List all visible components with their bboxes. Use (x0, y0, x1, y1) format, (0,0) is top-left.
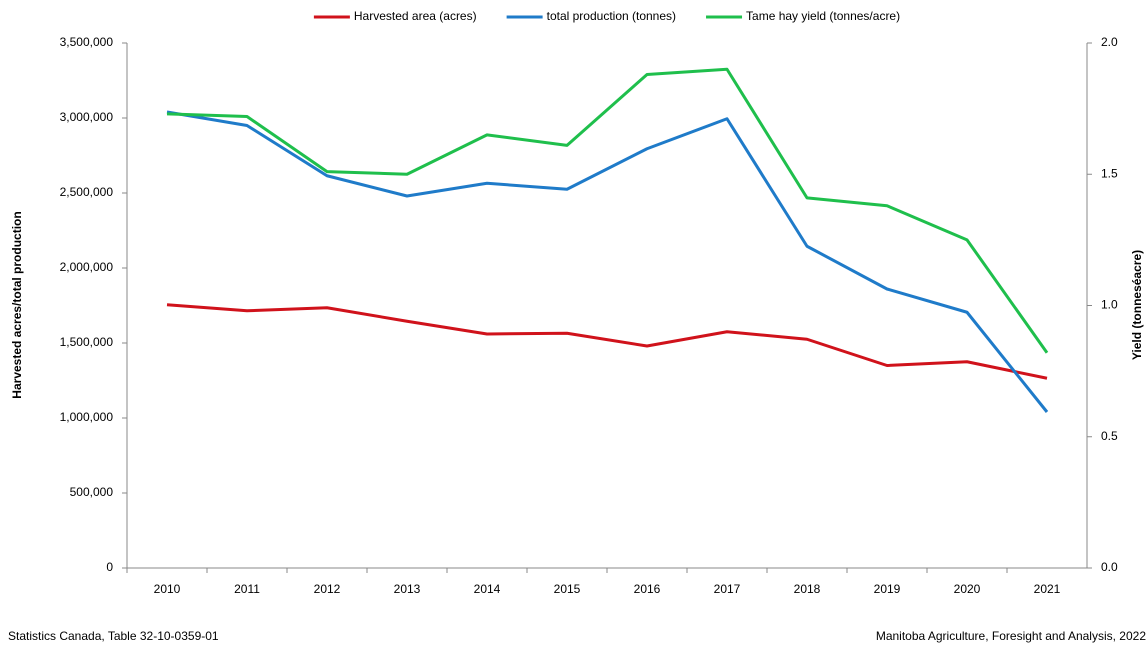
x-tick-label: 2019 (874, 582, 901, 596)
x-tick-label: 2021 (1034, 582, 1061, 596)
legend-label: total production (tonnes) (547, 9, 676, 23)
x-tick-label: 2012 (314, 582, 341, 596)
legend-label: Tame hay yield (tonnes/acre) (746, 9, 900, 23)
x-tick-label: 2015 (554, 582, 581, 596)
y-tick-label: 3,000,000 (60, 110, 114, 124)
x-tick-label: 2014 (474, 582, 501, 596)
x-tick-label: 2018 (794, 582, 821, 596)
series-line (166, 110, 1049, 413)
series-line (166, 303, 1048, 380)
y2-tick-label: 2.0 (1101, 35, 1118, 49)
source-right: Manitoba Agriculture, Foresight and Anal… (876, 629, 1146, 643)
y-tick-label: 500,000 (70, 485, 114, 499)
y2-tick-label: 1.5 (1101, 166, 1118, 180)
legend-label: Harvested area (acres) (354, 9, 477, 23)
y2-tick-label: 0.5 (1101, 429, 1118, 443)
y-tick-label: 1,000,000 (60, 410, 114, 424)
y2-tick-label: 0.0 (1101, 560, 1118, 574)
y-axis-label: Harvested acres/total production (10, 211, 24, 398)
x-tick-label: 2016 (634, 582, 661, 596)
x-tick-label: 2013 (394, 582, 421, 596)
y2-tick-label: 1.0 (1101, 298, 1118, 312)
y2-axis-label: Yield (tonneséacre) (1130, 250, 1144, 360)
y-tick-label: 0 (106, 560, 113, 574)
x-tick-label: 2020 (954, 582, 981, 596)
y-tick-label: 2,000,000 (60, 260, 114, 274)
y-tick-label: 3,500,000 (60, 35, 114, 49)
x-tick-label: 2017 (714, 582, 741, 596)
y-tick-label: 1,500,000 (60, 335, 114, 349)
x-tick-label: 2011 (234, 582, 260, 596)
source-left: Statistics Canada, Table 32-10-0359-01 (8, 629, 219, 643)
x-tick-label: 2010 (154, 582, 181, 596)
y-tick-label: 2,500,000 (60, 185, 114, 199)
series-line (166, 67, 1049, 354)
